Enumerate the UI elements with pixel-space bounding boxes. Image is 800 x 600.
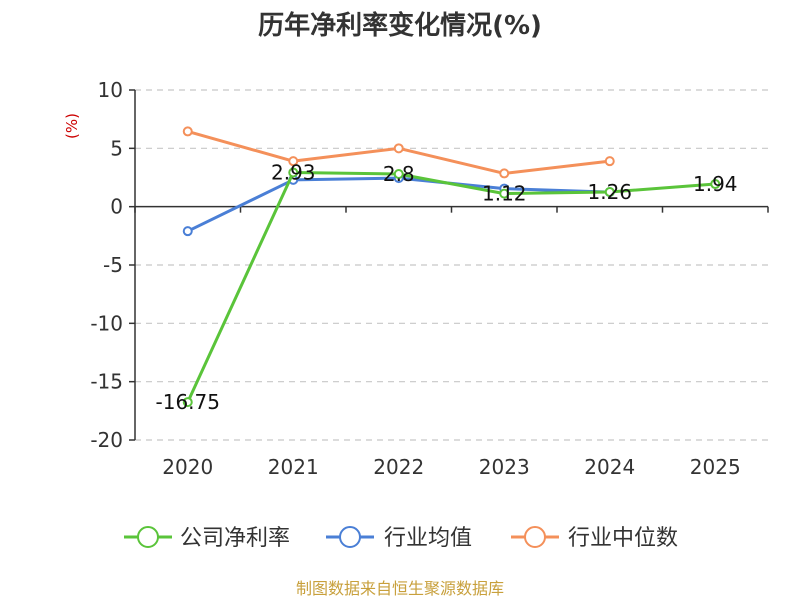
y-tick-label: -20 <box>90 428 123 452</box>
legend: 公司净利率 行业均值 行业中位数 <box>124 526 678 551</box>
y-tick-label: -15 <box>90 370 123 394</box>
y-tick-label: 0 <box>110 195 123 219</box>
y-axis-label: (%) <box>63 113 81 139</box>
data-label: 2.8 <box>383 162 415 186</box>
data-label: 1.12 <box>482 182 527 206</box>
x-tick-label: 2023 <box>479 455 530 479</box>
axes: 10 5 0 -5 -10 -15 -20 2020 2021 2022 2023 2024 2025 <box>90 78 769 479</box>
legend-marker <box>524 526 546 548</box>
legend-marker <box>137 526 159 548</box>
data-point-0 <box>710 179 721 190</box>
data-label: -16.75 <box>156 390 220 414</box>
y-tick-label: -10 <box>90 311 123 335</box>
y-tick-label: -5 <box>103 253 123 277</box>
x-tick-label: 2021 <box>268 455 319 479</box>
x-tick-label: 2025 <box>690 455 741 479</box>
series-line-1 <box>187 176 610 233</box>
data-point-2 <box>288 156 299 167</box>
data-label: 1.94 <box>693 172 738 196</box>
data-point-0 <box>393 169 404 179</box>
data-point-2 <box>182 126 193 137</box>
data-point-0 <box>182 397 193 408</box>
data-point-0 <box>604 186 615 197</box>
x-tick-label: 2020 <box>162 455 213 479</box>
data-point-2 <box>499 168 510 179</box>
y-tick-label: 5 <box>110 136 123 160</box>
legend-label: 行业中位数 <box>568 526 678 551</box>
x-tick-label: 2022 <box>373 455 424 479</box>
chart-title: 历年净利率变化情况(%) <box>258 10 542 41</box>
legend-label: 行业均值 <box>384 526 472 551</box>
data-point-0 <box>288 167 299 178</box>
series-lines <box>182 126 721 408</box>
data-point-2 <box>604 156 615 167</box>
data-label: 2.93 <box>271 160 316 184</box>
data-point-2 <box>393 143 404 154</box>
data-labels: -16.75 2.93 2.8 1.12 1.26 1.94 <box>156 160 738 414</box>
x-tick-label: 2024 <box>584 455 635 479</box>
series-line-0 <box>186 170 716 403</box>
legend-marker <box>339 526 361 548</box>
y-tick-label: 10 <box>98 78 123 102</box>
legend-label: 公司净利率 <box>180 526 290 551</box>
data-label: 1.26 <box>587 180 632 204</box>
data-point-1 <box>182 226 193 237</box>
data-point-0 <box>499 188 510 199</box>
source-note: 制图数据来自恒生聚源数据库 <box>296 579 504 598</box>
